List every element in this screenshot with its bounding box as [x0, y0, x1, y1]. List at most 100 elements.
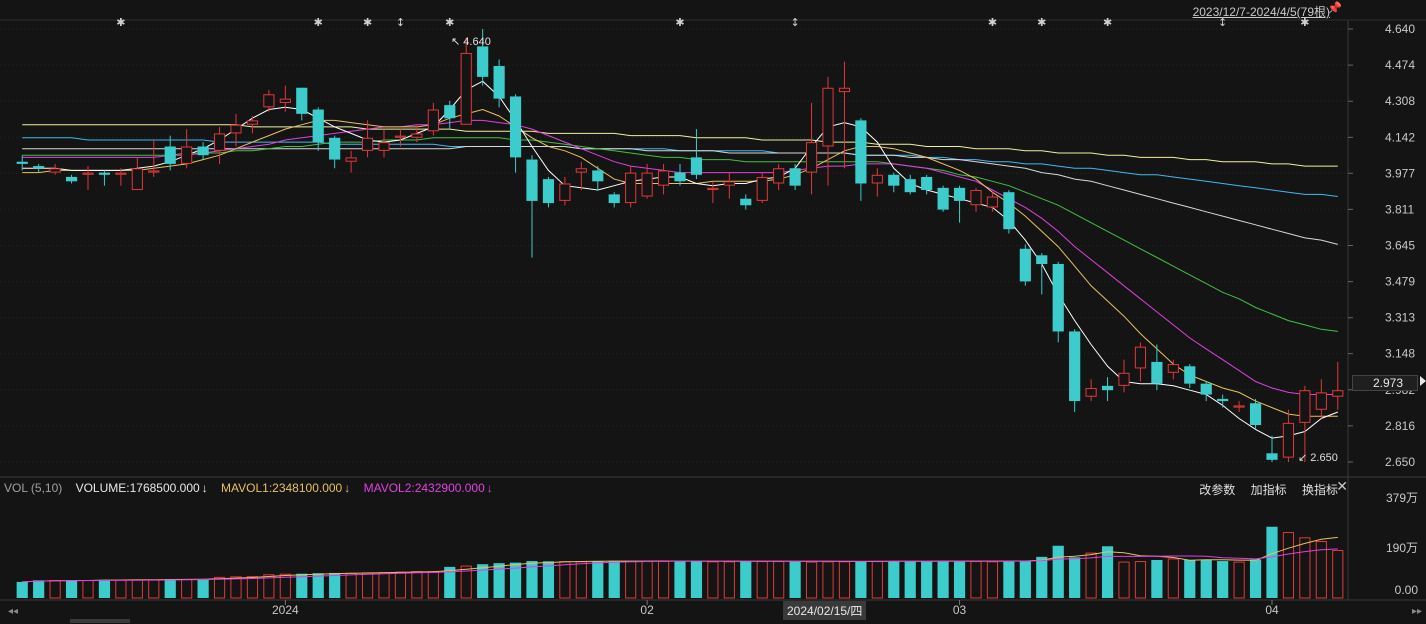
price-tick-label: 4.640: [1385, 22, 1415, 36]
candle-body-up: [822, 87, 834, 147]
candle-body-up: [460, 52, 472, 125]
event-marker-icon: ✱: [988, 16, 997, 29]
candle-body-up: [871, 174, 883, 184]
add-indicator-button[interactable]: 加指标: [1250, 483, 1287, 497]
volume-bar-down: [904, 561, 916, 598]
volume-bar-up: [822, 561, 834, 599]
volume-bar-down: [1151, 560, 1163, 598]
low-price-label: ↙ 2.650: [1298, 452, 1338, 464]
candle-body-down: [1266, 453, 1278, 460]
candle-body-up: [625, 172, 637, 204]
candle-body-down: [690, 157, 703, 175]
volume-bar-down: [1101, 546, 1114, 598]
volume-bar-down: [98, 579, 111, 598]
candle-body-up: [246, 120, 259, 125]
candle-body-up: [148, 170, 160, 173]
candle-body-up: [361, 137, 374, 151]
candle-body-down: [98, 172, 111, 175]
volume-bar-up: [575, 561, 587, 599]
candle-body-up: [82, 172, 94, 175]
time-tick-label: 04: [1265, 603, 1279, 617]
price-tick-label: 3.479: [1385, 275, 1415, 289]
volume-bar-up: [411, 571, 423, 599]
volume-bar-up: [773, 561, 785, 599]
price-tick-label: 3.977: [1385, 166, 1415, 180]
volume-bar-up: [559, 561, 571, 599]
volume-legend: VOL (5,10) VOLUME:1768500.000 ↓ MAVOL1:23…: [4, 481, 503, 495]
candle-body-down: [1036, 255, 1048, 264]
volume-bar-up: [625, 561, 637, 599]
candle-body-up: [1118, 372, 1130, 386]
candle-body-up: [1167, 364, 1179, 373]
volume-bar-up: [707, 561, 719, 599]
volume-bar-up: [1167, 558, 1179, 599]
time-tick-label: 2024: [272, 603, 299, 617]
candle-body-up: [1299, 390, 1311, 423]
candle-body-up: [1233, 405, 1245, 408]
high-price-value: 4.640: [463, 36, 491, 48]
volume-bar-down: [542, 561, 555, 598]
candle-body-up: [575, 168, 587, 173]
volume-bar-up: [131, 579, 143, 599]
volume-bar-up: [1085, 552, 1097, 599]
candle-body-down: [674, 172, 686, 182]
price-tick-label: 4.474: [1385, 58, 1415, 72]
candle-body-up: [279, 98, 291, 103]
candle-body-down: [1101, 385, 1114, 391]
ma30-line: [22, 137, 1338, 332]
candle-body-up: [723, 181, 735, 186]
volume-bar-down: [1249, 559, 1262, 598]
volume-bar-down: [296, 573, 308, 598]
candle-body-down: [888, 174, 900, 186]
candle-body-down: [1052, 263, 1064, 332]
volume-bar-up: [838, 561, 851, 599]
vol-title: VOL (5,10): [4, 481, 63, 495]
candle-body-down: [1069, 331, 1081, 402]
volume-bar-down: [608, 560, 620, 598]
candle-body-up: [559, 183, 571, 201]
candle-body-down: [1003, 192, 1015, 230]
candle-body-up: [1282, 422, 1295, 458]
candle-body-down: [1151, 361, 1163, 384]
volume-bar-down: [164, 579, 176, 598]
volume-bar-down: [921, 561, 933, 598]
volume-bar-up: [1134, 561, 1147, 599]
date-range-label[interactable]: 2023/12/7-2024/4/5(79根): [1192, 5, 1330, 19]
volume-bar-down: [690, 561, 703, 598]
candle-body-down: [33, 166, 45, 169]
candle-body-down: [1217, 398, 1229, 402]
volume-bar-down: [197, 579, 209, 598]
arrow-down-icon: ↓: [344, 481, 351, 495]
volume-bar-down: [855, 561, 867, 598]
time-tick-label: 02: [640, 603, 654, 617]
volume-bar-down: [444, 566, 456, 598]
pin-icon[interactable]: 📌: [1327, 1, 1342, 15]
volume-bar-up: [230, 576, 242, 599]
event-marker-icon: ✱: [1037, 16, 1046, 29]
volume-bar-up: [246, 576, 259, 599]
volume-bar-down: [953, 561, 966, 598]
candle-body-down: [608, 194, 620, 204]
close-icon[interactable]: ✕: [1336, 478, 1348, 494]
candle-body-up: [345, 157, 357, 162]
edit-params-button[interactable]: 改参数: [1199, 483, 1236, 497]
candle-body-up: [115, 172, 127, 175]
candle-body-down: [493, 65, 505, 99]
candle-body-up: [970, 190, 982, 206]
candle-body-down: [312, 109, 324, 143]
candle-body-up: [1332, 390, 1344, 397]
switch-indicator-button[interactable]: 换指标: [1301, 483, 1338, 497]
price-tick-label: 3.148: [1385, 347, 1415, 361]
volume-bar-up: [871, 561, 883, 599]
candle-body-up: [213, 133, 226, 151]
event-marker-icon: ✱: [1103, 16, 1112, 29]
candle-body-down: [953, 187, 966, 201]
volume-bar-up: [756, 561, 768, 599]
volume-bar-up: [986, 561, 999, 599]
volume-bar-up: [394, 571, 407, 599]
volume-bar-down: [65, 580, 78, 598]
price-tick-label: 4.308: [1385, 94, 1415, 108]
volume-bar-down: [493, 563, 505, 598]
volume-tick-label: 0.00: [1395, 583, 1419, 597]
